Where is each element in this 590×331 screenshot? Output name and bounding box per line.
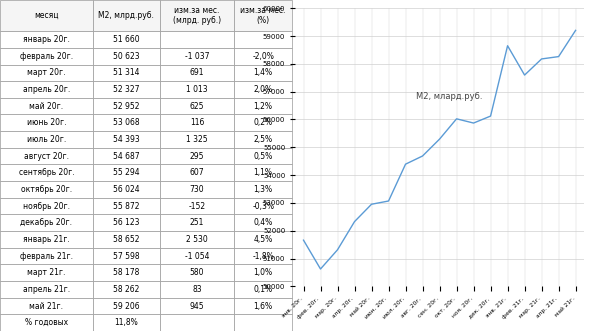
Text: М2, млард.руб.: М2, млард.руб. — [417, 92, 483, 101]
